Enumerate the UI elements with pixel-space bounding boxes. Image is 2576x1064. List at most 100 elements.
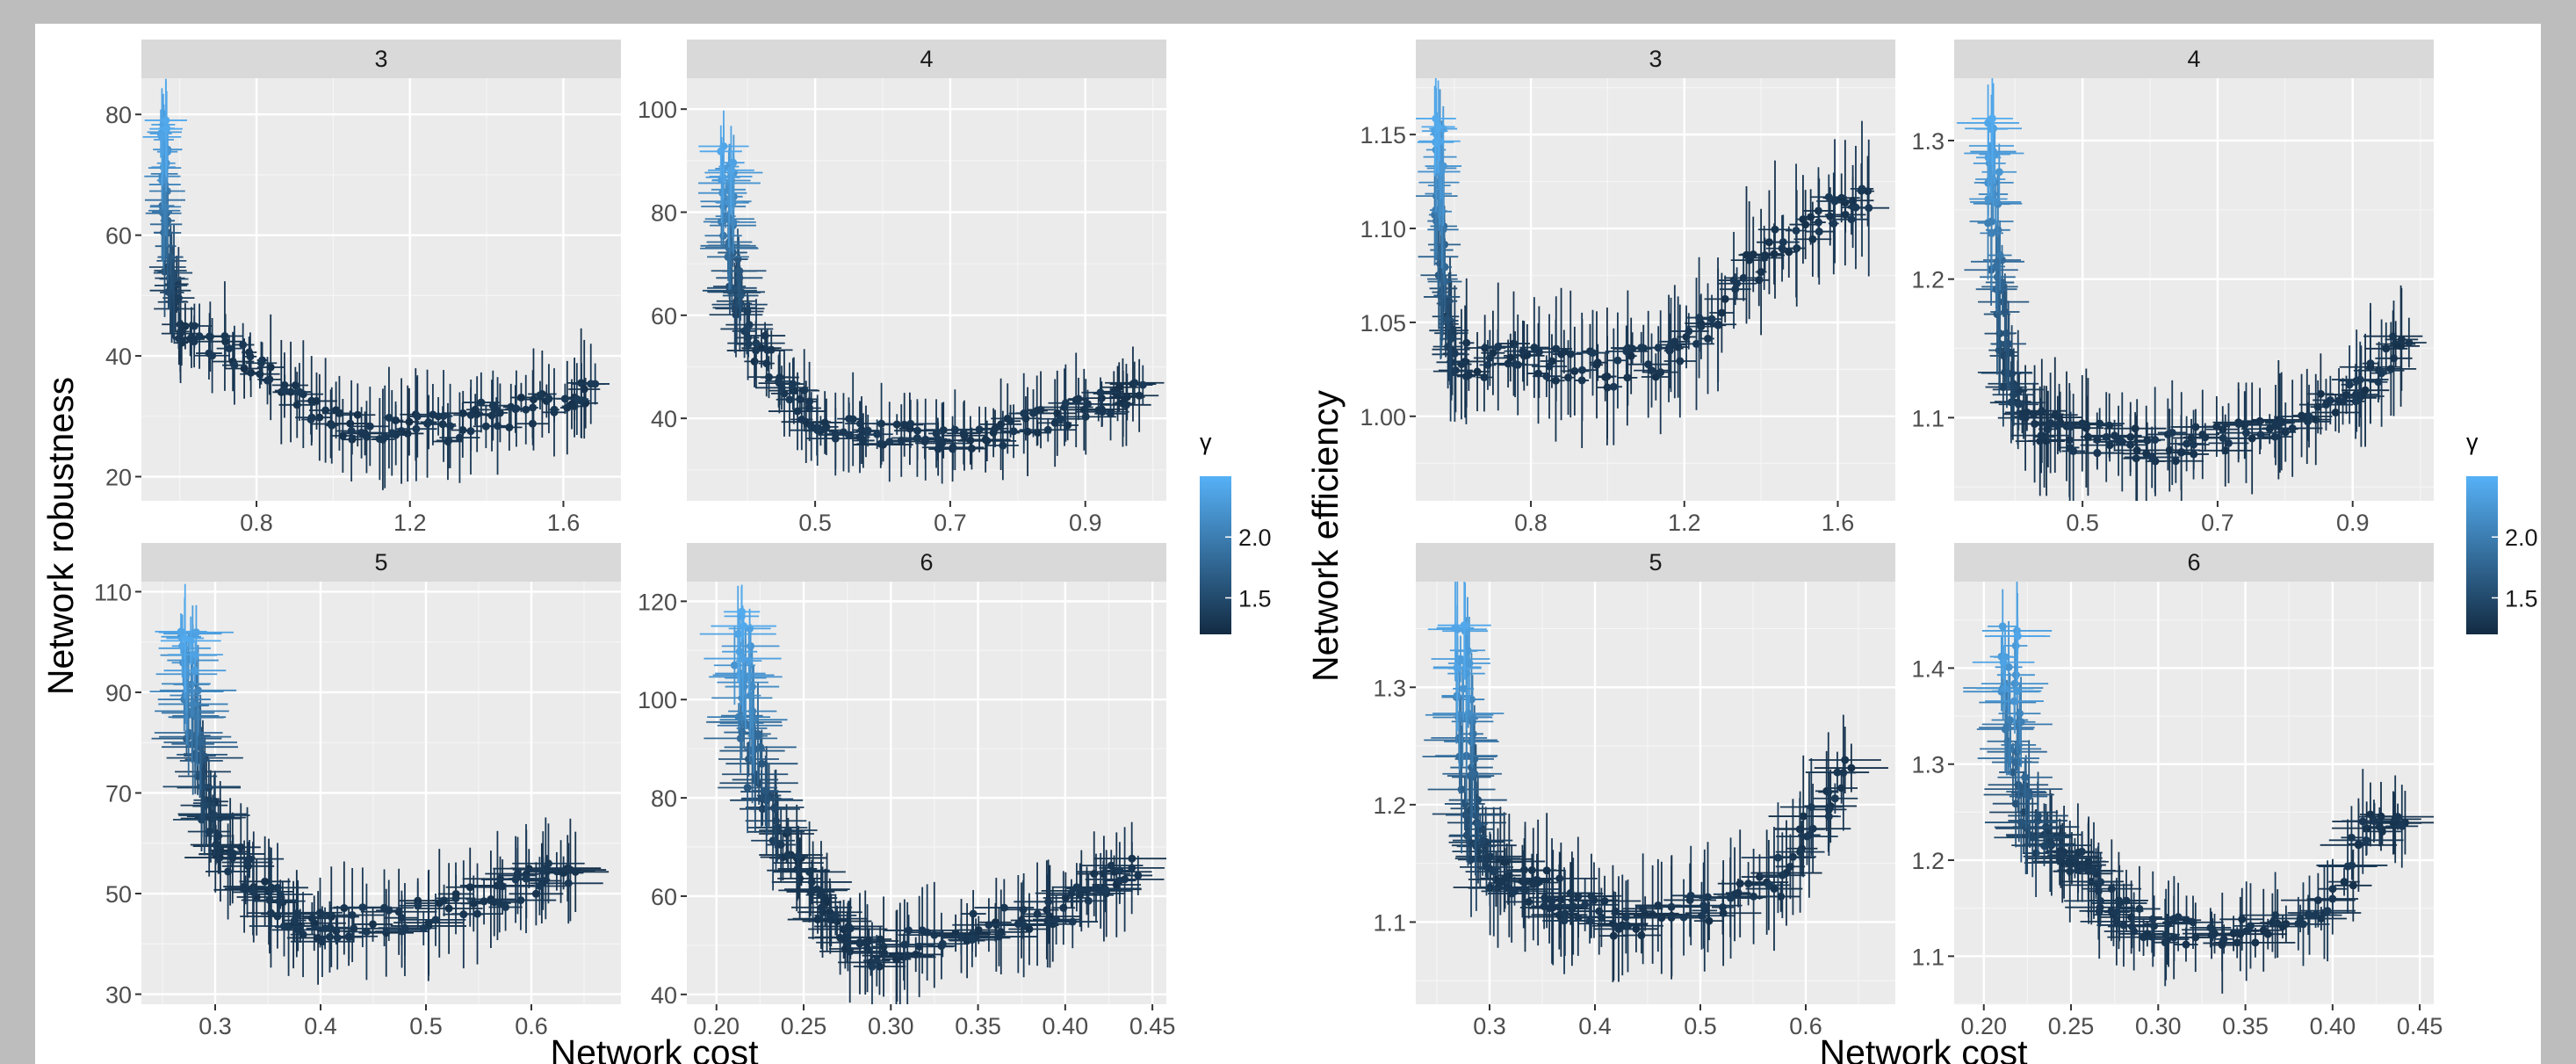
y-tick-label: 80 [105,102,132,128]
point-marker [1707,315,1716,323]
point-marker [1749,250,1757,259]
data-point [325,387,339,464]
point-marker [1609,931,1618,940]
point-marker [1729,276,1738,285]
data-point [1439,300,1455,340]
point-marker [994,932,1003,941]
data-point [708,126,754,215]
data-point [1848,139,1890,277]
point-marker [771,816,780,825]
point-marker [2276,418,2284,427]
point-marker [214,832,223,841]
data-point [2391,317,2427,368]
point-marker [1808,235,1817,243]
data-point [981,409,1009,447]
data-point [514,857,566,916]
point-marker [335,409,343,417]
data-point [261,879,336,948]
point-marker [1496,879,1504,887]
point-marker [1995,250,2004,259]
point-marker [2132,454,2140,463]
y-tick-label: 1.05 [1360,310,1406,337]
data-point [1745,225,1783,291]
point-marker [2256,431,2265,439]
point-marker [742,324,751,333]
point-marker [1613,356,1622,365]
facet-strip-label: 5 [374,549,387,575]
point-marker [757,759,766,768]
facet-strip [141,40,621,78]
point-marker [293,909,302,918]
data-point [1008,373,1039,454]
data-point [1477,329,1519,366]
point-marker [1778,244,1786,253]
point-marker [1474,820,1483,829]
point-marker [2093,448,2102,457]
data-point [487,377,508,475]
data-point [1479,339,1497,390]
data-point [1779,758,1843,857]
point-marker [733,630,742,639]
point-marker [385,906,393,915]
data-point [2051,411,2091,442]
point-marker [1792,226,1800,235]
point-marker [1519,347,1527,356]
data-point [1588,880,1663,954]
data-point [529,364,569,434]
data-point [222,325,247,405]
point-marker [1467,855,1476,864]
data-point [2087,392,2126,482]
data-point [1971,78,2013,166]
point-marker [762,794,771,803]
data-point [162,247,195,350]
point-marker [761,786,770,795]
point-marker [192,713,201,721]
point-marker [934,435,942,444]
facet-left-3: 3 0.8 1.2 1.6 20 40 60 80 [105,40,621,536]
point-marker [776,840,785,849]
point-marker [1847,215,1856,224]
point-marker [405,417,414,426]
point-marker [1786,862,1794,871]
y-tick-label: 60 [105,223,132,250]
point-marker [481,422,490,431]
data-points [1422,582,1888,982]
data-point [781,358,805,410]
point-marker [2316,389,2325,398]
point-marker [848,415,857,423]
point-marker [743,784,752,793]
data-point [725,729,798,798]
data-point [262,357,273,405]
x-tick-label: 0.3 [198,1013,232,1039]
data-point [436,862,476,935]
point-marker [1074,394,1083,403]
data-point [1824,197,1866,233]
point-marker [2010,383,2018,392]
point-marker [1014,920,1022,929]
point-marker [174,293,183,302]
point-marker [266,363,275,372]
point-marker [471,405,480,414]
point-marker [1122,401,1130,409]
point-marker [498,882,507,891]
data-points [699,584,1166,1004]
data-point [883,915,934,946]
data-point [223,840,266,933]
point-marker [1779,238,1787,247]
point-marker [863,426,872,435]
point-marker [1109,387,1118,396]
point-marker [968,936,977,945]
point-marker [1695,314,1704,322]
x-tick-label: 0.5 [1684,1013,1717,1039]
point-marker [1043,906,1051,915]
point-marker [413,412,422,421]
data-point [877,402,901,482]
x-tick-label: 0.5 [409,1013,443,1039]
data-point [2370,319,2392,427]
x-tick-label: 0.4 [1578,1013,1612,1039]
point-marker [230,361,239,370]
point-marker [2002,329,2010,337]
y-tick-label: 90 [105,680,132,706]
point-marker [1480,373,1489,381]
data-point [1701,294,1722,344]
